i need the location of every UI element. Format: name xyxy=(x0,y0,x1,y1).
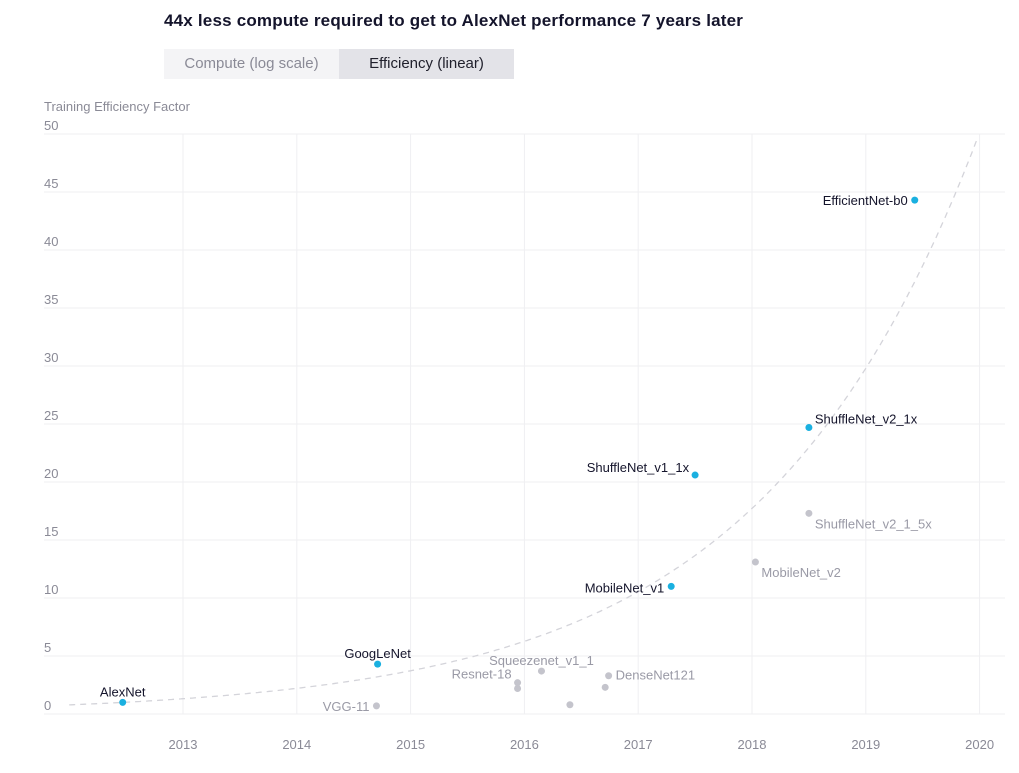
x-tick-label: 2018 xyxy=(738,737,767,752)
point-label-mobilenet-v2: MobileNet_v2 xyxy=(761,565,841,580)
point-unlabeled xyxy=(601,683,609,691)
point-label-mobilenet-v1: MobileNet_v1 xyxy=(585,580,665,595)
y-tick-label: 30 xyxy=(44,350,58,365)
point-label-vgg-11: VGG-11 xyxy=(323,699,370,714)
point-unlabeled xyxy=(514,684,522,692)
point-label-shufflenet-v2-1x: ShuffleNet_v2_1x xyxy=(815,411,918,426)
y-tick-label: 35 xyxy=(44,292,58,307)
point-shufflenet-v2-1x xyxy=(805,423,813,431)
x-tick-label: 2015 xyxy=(396,737,425,752)
point-efficientnet-b0 xyxy=(911,196,919,204)
trend-line xyxy=(69,138,978,706)
point-resnet-18 xyxy=(514,679,522,687)
point-label-googlenet: GoogLeNet xyxy=(344,646,411,661)
tab-efficiency-linear[interactable]: Efficiency (linear) xyxy=(339,49,514,79)
point-densenet121 xyxy=(605,672,613,680)
y-tick-label: 20 xyxy=(44,466,58,481)
x-tick-label: 2020 xyxy=(965,737,994,752)
y-tick-label: 45 xyxy=(44,176,58,191)
y-tick-label: 0 xyxy=(44,698,51,713)
point-alexnet xyxy=(119,698,127,706)
point-mobilenet-v2 xyxy=(751,558,759,566)
y-tick-label: 5 xyxy=(44,640,51,655)
x-tick-label: 2016 xyxy=(510,737,539,752)
x-tick-label: 2014 xyxy=(282,737,311,752)
x-tick-label: 2019 xyxy=(851,737,880,752)
y-tick-label: 25 xyxy=(44,408,58,423)
tab-compute-log-scale[interactable]: Compute (log scale) xyxy=(164,49,339,79)
x-tick-label: 2013 xyxy=(169,737,198,752)
point-label-resnet-18: Resnet-18 xyxy=(452,667,512,682)
y-tick-label: 40 xyxy=(44,234,58,249)
y-tick-label: 15 xyxy=(44,524,58,539)
point-shufflenet-v1-1x xyxy=(691,471,699,479)
point-label-densenet121: DenseNet121 xyxy=(616,668,696,683)
y-axis-label: Training Efficiency Factor xyxy=(44,99,190,114)
point-label-squeezenet-v1-1: Squeezenet_v1_1 xyxy=(489,653,594,668)
chart-title: 44x less compute required to get to Alex… xyxy=(164,11,744,30)
point-squeezenet-v1-1 xyxy=(537,667,545,675)
view-tabs: Compute (log scale) Efficiency (linear) xyxy=(164,49,514,79)
point-googlenet xyxy=(374,660,382,668)
point-vgg-11 xyxy=(372,702,380,710)
point-label-alexnet: AlexNet xyxy=(100,684,146,699)
y-tick-label: 50 xyxy=(44,118,58,133)
point-label-shufflenet-v1-1x: ShuffleNet_v1_1x xyxy=(587,460,690,475)
point-mobilenet-v1 xyxy=(667,582,675,590)
point-label-shufflenet-v2-1-5x: ShuffleNet_v2_1_5x xyxy=(815,516,932,531)
x-tick-label: 2017 xyxy=(624,737,653,752)
point-unlabeled xyxy=(566,701,574,709)
point-shufflenet-v2-1-5x xyxy=(805,509,813,517)
point-label-efficientnet-b0: EfficientNet-b0 xyxy=(823,193,908,208)
y-tick-label: 10 xyxy=(44,582,58,597)
